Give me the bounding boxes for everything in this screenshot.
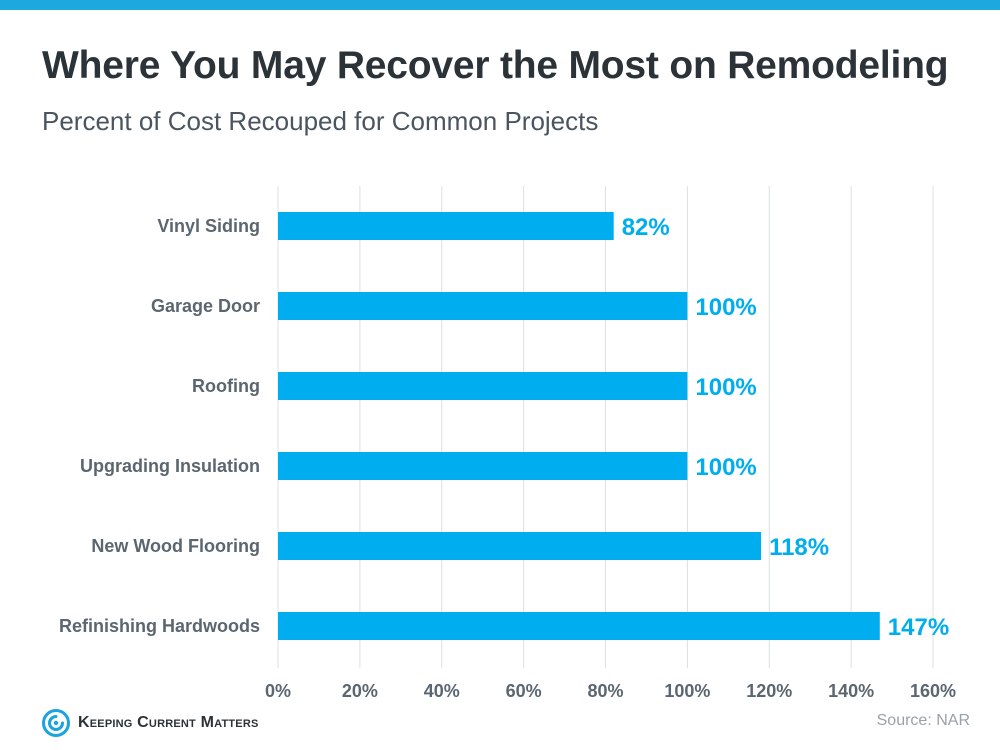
x-tick-label: 100% — [664, 681, 710, 701]
x-tick-label: 40% — [424, 681, 460, 701]
category-label: Refinishing Hardwoods — [59, 616, 260, 636]
brand-name: Keeping Current Matters — [78, 714, 259, 731]
value-label: 82% — [622, 214, 670, 241]
top-accent-bar — [0, 0, 1000, 10]
bar — [278, 372, 688, 400]
bar — [278, 452, 688, 480]
x-tick-label: 20% — [342, 681, 378, 701]
bar — [278, 212, 614, 240]
x-tick-label: 120% — [746, 681, 792, 701]
value-label: 118% — [769, 534, 829, 561]
chart-title: Where You May Recover the Most on Remode… — [42, 44, 949, 87]
category-label: Vinyl Siding — [157, 216, 260, 236]
x-tick-label: 60% — [506, 681, 542, 701]
bar — [278, 532, 762, 560]
bar — [278, 612, 880, 640]
value-label: 100% — [695, 374, 756, 401]
category-label: Garage Door — [151, 296, 260, 316]
value-label: 100% — [695, 454, 756, 481]
bar — [278, 292, 688, 320]
category-label: Roofing — [192, 376, 260, 396]
value-label: 147% — [888, 614, 949, 641]
source-note: Source: NAR — [876, 712, 970, 729]
kcm-spiral-logo-icon — [42, 709, 70, 737]
x-tick-label: 0% — [265, 681, 291, 701]
x-tick-label: 80% — [587, 681, 623, 701]
value-label: 100% — [695, 294, 756, 321]
category-label: Upgrading Insulation — [80, 456, 260, 476]
category-label: New Wood Flooring — [91, 536, 260, 556]
brand-logo: Keeping Current Matters — [42, 708, 259, 738]
x-tick-label: 140% — [828, 681, 874, 701]
x-tick-label: 160% — [910, 681, 956, 701]
chart-subtitle: Percent of Cost Recouped for Common Proj… — [42, 106, 599, 136]
